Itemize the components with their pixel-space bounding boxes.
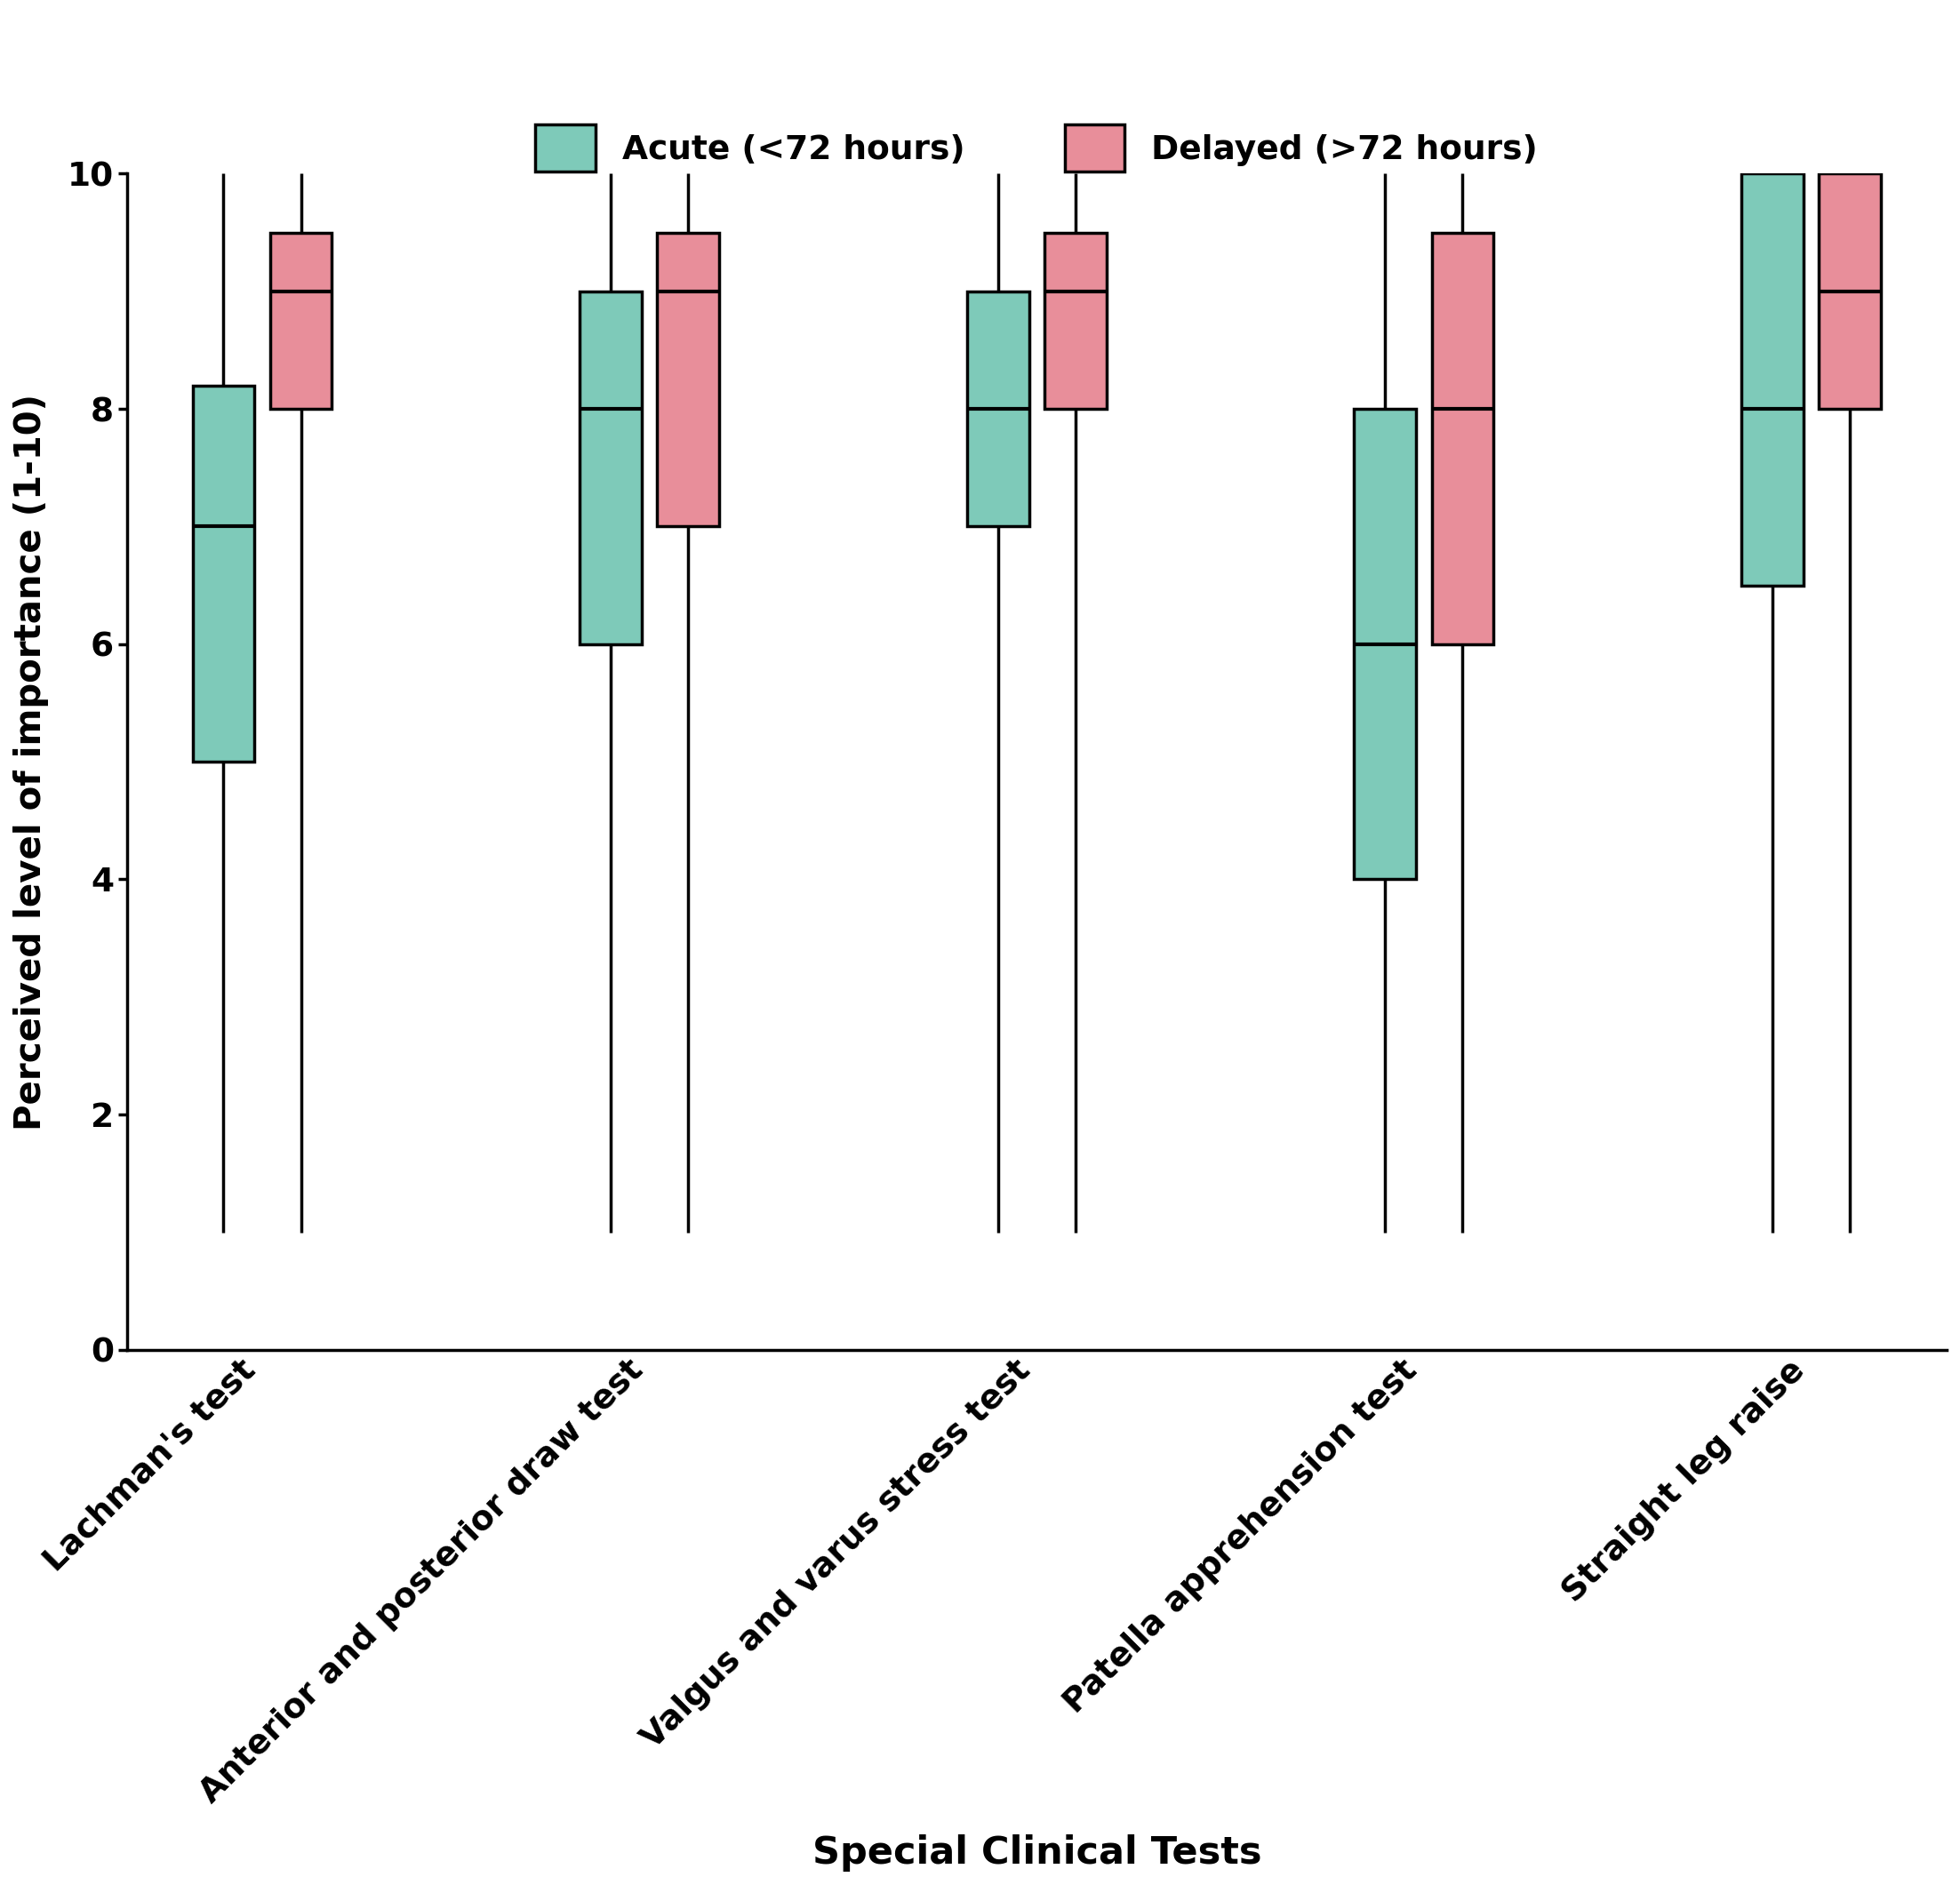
Bar bbox=[270, 232, 331, 409]
Bar bbox=[1819, 173, 1882, 409]
X-axis label: Special Clinical Tests: Special Clinical Tests bbox=[811, 1834, 1262, 1872]
Bar bbox=[966, 292, 1029, 526]
Bar bbox=[657, 232, 719, 526]
Y-axis label: Perceived level of importance (1-10): Perceived level of importance (1-10) bbox=[14, 394, 49, 1131]
Bar bbox=[580, 292, 641, 645]
Bar bbox=[1045, 232, 1105, 409]
Bar bbox=[192, 385, 255, 762]
Bar bbox=[1740, 173, 1803, 586]
Bar bbox=[1354, 409, 1417, 880]
Legend: Acute (<72 hours), Delayed (>72 hours): Acute (<72 hours), Delayed (>72 hours) bbox=[519, 107, 1554, 188]
Bar bbox=[1431, 232, 1494, 645]
